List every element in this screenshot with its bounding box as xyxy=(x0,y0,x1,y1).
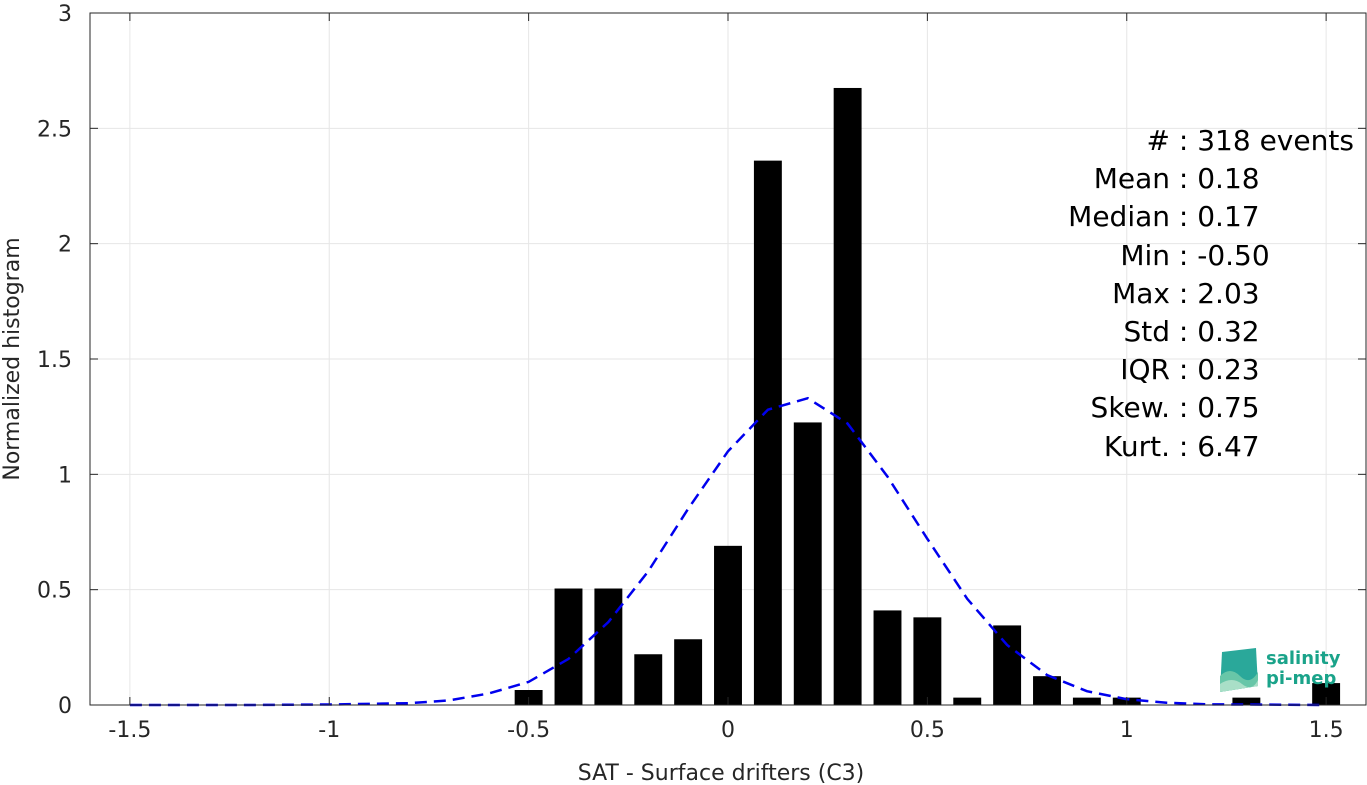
y-tick-label: 1 xyxy=(58,463,72,488)
stat-line: # : 318 events xyxy=(980,122,1360,160)
fit-curve-group xyxy=(129,396,1327,707)
stat-key: Median xyxy=(1068,200,1170,234)
stat-separator: : xyxy=(1170,162,1198,196)
salinity-pi-mep-logo: salinity pi-mep xyxy=(1216,646,1346,694)
stat-value: 0.75 xyxy=(1197,391,1260,425)
x-axis-label: SAT - Surface drifters (C3) xyxy=(578,761,865,785)
gaussian-fit-curve xyxy=(129,396,1327,707)
logo-line1: salinity xyxy=(1266,648,1341,669)
stat-separator: : xyxy=(1170,315,1198,349)
y-tick-label: 0 xyxy=(58,694,72,719)
y-tick-label: 0.5 xyxy=(37,579,72,604)
stat-key: # xyxy=(1146,124,1170,157)
histogram-bar xyxy=(913,617,942,705)
stat-line: Min : -0.50 xyxy=(980,237,1360,275)
stat-line: IQR : 0.23 xyxy=(980,351,1360,389)
logo-line2: pi-mep xyxy=(1266,668,1337,689)
stat-value: 2.03 xyxy=(1197,276,1260,310)
stat-line: Std : 0.32 xyxy=(980,313,1360,351)
histogram-bar xyxy=(1072,697,1101,705)
logo-wave-icon xyxy=(1220,648,1258,692)
x-tick-label: -1.5 xyxy=(108,718,151,743)
stat-key: IQR xyxy=(1120,353,1170,387)
stat-key: Max xyxy=(1112,276,1170,310)
stat-key: Skew. xyxy=(1090,391,1170,425)
histogram-bar xyxy=(674,639,703,705)
histogram-bar xyxy=(594,588,623,705)
y-axis-ticks: 0 0.5 1 1.5 2 2.5 3 xyxy=(37,2,1366,719)
stat-value: 0.17 xyxy=(1197,200,1260,234)
x-axis-ticks: -1.5 -1 -0.5 0 0.5 1 1.5 xyxy=(108,13,1344,743)
stat-separator: : xyxy=(1170,276,1198,310)
histogram-bar xyxy=(1312,683,1341,705)
histogram-bar xyxy=(833,87,862,705)
x-tick-label: 0 xyxy=(721,718,735,743)
stat-separator: : xyxy=(1170,238,1198,272)
y-tick-label: 3 xyxy=(58,2,72,27)
stat-line: Skew. : 0.75 xyxy=(980,389,1360,427)
stat-line: Kurt. : 6.47 xyxy=(980,428,1360,466)
stat-separator: : xyxy=(1170,200,1198,234)
stat-separator: : xyxy=(1170,353,1198,387)
stat-value: 0.32 xyxy=(1197,315,1260,349)
x-tick-label: -1 xyxy=(318,718,340,743)
stat-key: Kurt. xyxy=(1103,429,1170,463)
histogram-bar xyxy=(993,625,1022,705)
stat-value: -0.50 xyxy=(1197,238,1270,272)
histogram-bar xyxy=(953,697,982,705)
y-tick-label: 2.5 xyxy=(37,117,72,142)
stat-separator: : xyxy=(1170,429,1198,463)
histogram-bar xyxy=(873,610,902,705)
histogram-bar xyxy=(753,160,782,706)
stat-value: 0.23 xyxy=(1197,353,1260,387)
stat-key: Std xyxy=(1123,315,1170,349)
histogram-bar xyxy=(1033,676,1061,705)
x-tick-label: 1.5 xyxy=(1309,718,1344,743)
stat-line: Median : 0.17 xyxy=(980,198,1360,236)
y-tick-label: 2 xyxy=(58,233,72,258)
stat-separator: : xyxy=(1170,391,1198,425)
y-axis-label: Normalized histogram xyxy=(0,237,25,480)
stat-separator: : xyxy=(1170,124,1198,157)
stat-key: Min xyxy=(1120,238,1170,272)
stat-value: 0.18 xyxy=(1197,162,1260,196)
histogram-bar xyxy=(634,654,663,705)
stat-line: Mean : 0.18 xyxy=(980,160,1360,198)
x-tick-label: 0.5 xyxy=(910,718,945,743)
x-tick-label: 1 xyxy=(1120,718,1134,743)
y-tick-label: 1.5 xyxy=(37,348,72,373)
histogram-bar xyxy=(714,545,742,705)
stat-line: Max : 2.03 xyxy=(980,275,1360,313)
x-tick-label: -0.5 xyxy=(507,718,550,743)
stats-box: # : 318 events Mean : 0.18 Median : 0.17 Mi… xyxy=(980,122,1360,466)
stat-key: Mean xyxy=(1093,162,1170,196)
histogram-bar xyxy=(554,588,583,705)
stat-value: 318 events xyxy=(1197,124,1354,157)
histogram-bar xyxy=(1232,697,1261,705)
histogram-bar xyxy=(793,422,822,705)
histogram-bars xyxy=(514,87,1341,706)
stat-value: 6.47 xyxy=(1197,429,1260,463)
